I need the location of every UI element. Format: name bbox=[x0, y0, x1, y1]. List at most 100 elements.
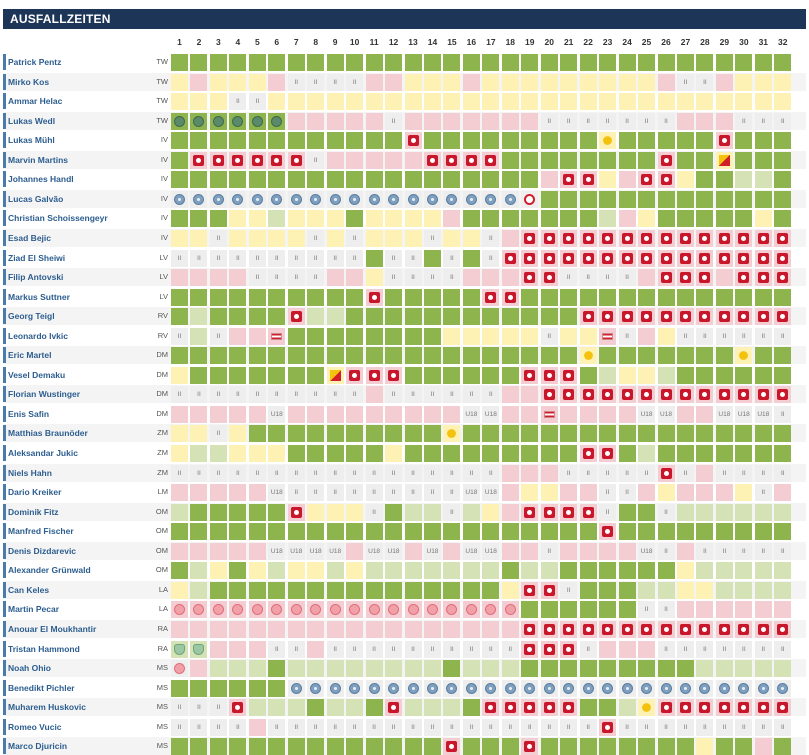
absence-cell[interactable] bbox=[229, 229, 247, 247]
absence-cell[interactable] bbox=[326, 54, 344, 71]
absence-cell[interactable] bbox=[579, 386, 597, 404]
absence-cell[interactable] bbox=[638, 386, 656, 404]
absence-cell[interactable] bbox=[268, 620, 286, 638]
absence-cell[interactable]: II bbox=[774, 718, 792, 736]
absence-cell[interactable] bbox=[443, 73, 461, 91]
absence-cell[interactable] bbox=[307, 640, 325, 658]
absence-cell[interactable] bbox=[385, 738, 403, 755]
absence-cell[interactable] bbox=[599, 210, 617, 228]
absence-cell[interactable]: II bbox=[326, 386, 344, 404]
absence-cell[interactable]: II bbox=[326, 249, 344, 267]
absence-cell[interactable] bbox=[482, 503, 500, 521]
absence-cell[interactable]: II bbox=[248, 93, 266, 111]
absence-cell[interactable] bbox=[248, 73, 266, 91]
absence-cell[interactable] bbox=[462, 288, 480, 306]
absence-cell[interactable] bbox=[540, 425, 558, 443]
absence-cell[interactable] bbox=[268, 601, 286, 619]
absence-cell[interactable] bbox=[287, 132, 305, 150]
absence-cell[interactable] bbox=[385, 347, 403, 365]
absence-cell[interactable] bbox=[365, 190, 383, 208]
absence-cell[interactable] bbox=[229, 660, 247, 678]
absence-cell[interactable] bbox=[540, 73, 558, 91]
absence-cell[interactable] bbox=[754, 288, 772, 306]
absence-cell[interactable] bbox=[190, 620, 208, 638]
absence-cell[interactable]: II bbox=[171, 464, 188, 482]
player-name-link[interactable]: Dario Kreiker bbox=[8, 487, 62, 498]
absence-cell[interactable] bbox=[618, 347, 636, 365]
absence-cell[interactable]: II bbox=[287, 386, 305, 404]
absence-cell[interactable] bbox=[501, 445, 519, 462]
absence-cell[interactable] bbox=[365, 699, 383, 717]
absence-cell[interactable]: II bbox=[443, 718, 461, 736]
absence-cell[interactable] bbox=[443, 190, 461, 208]
absence-cell[interactable] bbox=[248, 620, 266, 638]
absence-cell[interactable]: II bbox=[715, 327, 733, 345]
absence-cell[interactable] bbox=[774, 171, 792, 189]
absence-cell[interactable] bbox=[696, 445, 714, 462]
absence-cell[interactable] bbox=[346, 660, 364, 678]
absence-cell[interactable] bbox=[715, 112, 733, 130]
absence-cell[interactable]: U18 bbox=[268, 405, 286, 423]
absence-cell[interactable] bbox=[307, 93, 325, 111]
absence-cell[interactable] bbox=[521, 699, 539, 717]
absence-cell[interactable] bbox=[754, 601, 772, 619]
absence-cell[interactable] bbox=[404, 308, 422, 326]
absence-cell[interactable] bbox=[229, 562, 247, 580]
absence-cell[interactable] bbox=[521, 347, 539, 365]
absence-cell[interactable] bbox=[385, 229, 403, 247]
absence-cell[interactable] bbox=[209, 132, 227, 150]
absence-cell[interactable] bbox=[404, 542, 422, 560]
absence-cell[interactable] bbox=[735, 288, 753, 306]
absence-cell[interactable] bbox=[423, 171, 441, 189]
absence-cell[interactable] bbox=[560, 366, 578, 384]
absence-cell[interactable] bbox=[482, 210, 500, 228]
player-name-link[interactable]: Noah Ohio bbox=[8, 663, 51, 674]
absence-cell[interactable]: II bbox=[404, 269, 422, 287]
absence-cell[interactable]: U18 bbox=[657, 405, 675, 423]
absence-cell[interactable] bbox=[735, 425, 753, 443]
absence-cell[interactable] bbox=[715, 445, 733, 462]
absence-cell[interactable]: II bbox=[482, 386, 500, 404]
absence-cell[interactable] bbox=[385, 93, 403, 111]
absence-cell[interactable] bbox=[696, 523, 714, 541]
absence-cell[interactable] bbox=[560, 562, 578, 580]
absence-cell[interactable] bbox=[209, 581, 227, 599]
absence-cell[interactable] bbox=[501, 54, 519, 71]
absence-cell[interactable] bbox=[482, 171, 500, 189]
absence-cell[interactable] bbox=[171, 132, 188, 150]
absence-cell[interactable] bbox=[696, 581, 714, 599]
absence-cell[interactable] bbox=[774, 249, 792, 267]
absence-cell[interactable] bbox=[462, 73, 480, 91]
absence-cell[interactable] bbox=[676, 445, 694, 462]
absence-cell[interactable]: II bbox=[735, 542, 753, 560]
absence-cell[interactable] bbox=[676, 93, 694, 111]
absence-cell[interactable] bbox=[599, 679, 617, 697]
absence-cell[interactable] bbox=[501, 503, 519, 521]
absence-cell[interactable] bbox=[287, 366, 305, 384]
absence-cell[interactable] bbox=[423, 425, 441, 443]
absence-cell[interactable] bbox=[404, 73, 422, 91]
absence-cell[interactable] bbox=[715, 601, 733, 619]
absence-cell[interactable] bbox=[190, 581, 208, 599]
absence-cell[interactable]: II bbox=[307, 269, 325, 287]
absence-cell[interactable] bbox=[540, 601, 558, 619]
absence-cell[interactable] bbox=[248, 366, 266, 384]
absence-cell[interactable] bbox=[501, 484, 519, 502]
absence-cell[interactable]: II bbox=[268, 718, 286, 736]
absence-cell[interactable] bbox=[404, 171, 422, 189]
absence-cell[interactable] bbox=[346, 679, 364, 697]
absence-cell[interactable] bbox=[229, 347, 247, 365]
absence-cell[interactable] bbox=[579, 484, 597, 502]
absence-cell[interactable] bbox=[696, 738, 714, 755]
absence-cell[interactable] bbox=[560, 386, 578, 404]
absence-cell[interactable] bbox=[404, 601, 422, 619]
player-name-link[interactable]: Romeo Vucic bbox=[8, 721, 62, 732]
absence-cell[interactable]: II bbox=[774, 464, 792, 482]
absence-cell[interactable] bbox=[229, 542, 247, 560]
absence-cell[interactable] bbox=[715, 151, 733, 169]
absence-cell[interactable] bbox=[423, 151, 441, 169]
absence-cell[interactable] bbox=[268, 562, 286, 580]
absence-cell[interactable] bbox=[579, 229, 597, 247]
absence-cell[interactable] bbox=[171, 151, 188, 169]
absence-cell[interactable] bbox=[326, 699, 344, 717]
